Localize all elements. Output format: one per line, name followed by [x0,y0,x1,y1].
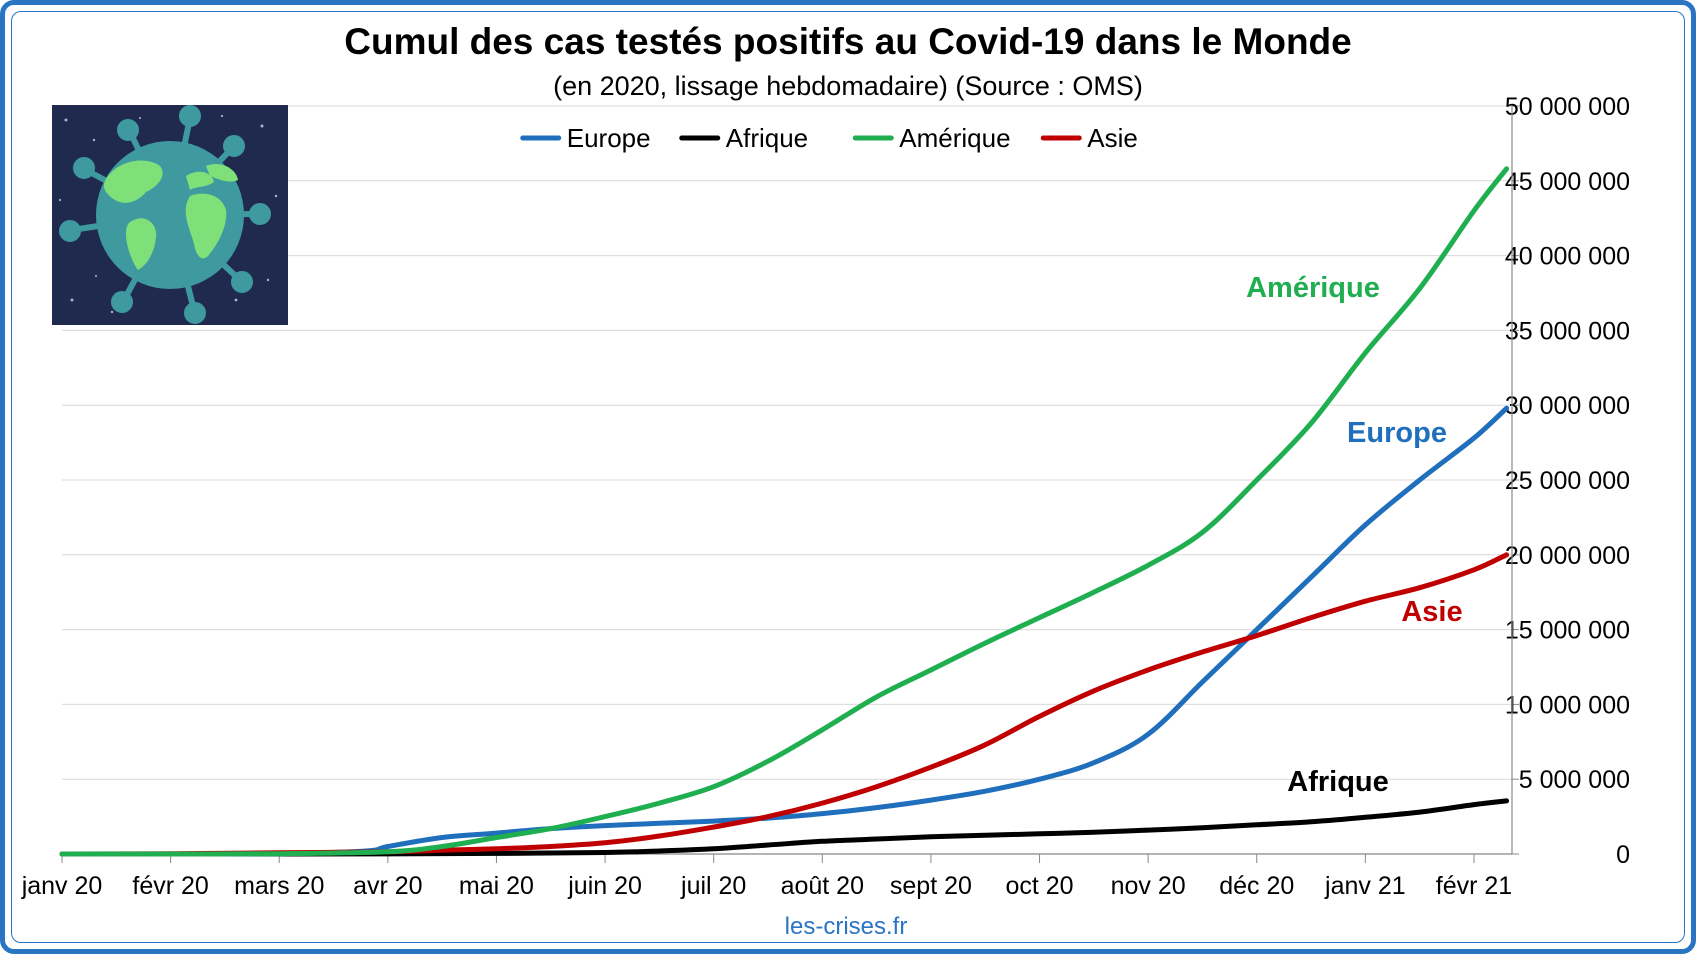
y-tick-label: 40 000 000 [1505,243,1630,271]
series-group [59,166,1510,857]
x-tick-label: sept 20 [890,872,972,900]
x-tick-label: oct 20 [1005,872,1073,900]
x-tick-label: déc 20 [1219,872,1294,900]
label-europe: Europe [1347,417,1447,449]
x-tick-label: août 20 [781,872,864,900]
legend-label-afrique: Afrique [726,123,808,153]
y-tick-label: 45 000 000 [1505,168,1630,196]
x-tick-label: mai 20 [459,872,534,900]
x-tick-label: juil 20 [680,872,746,900]
x-tick-label: avr 20 [353,872,422,900]
series-line-europe [59,405,1510,857]
x-tick-label: nov 20 [1111,872,1186,900]
series-line-afrique [59,798,1510,857]
legend-label-europe: Europe [567,123,651,153]
globe-virus-illustration [52,105,288,325]
y-tick-label: 35 000 000 [1505,317,1630,345]
grid-lines [62,105,1512,855]
legend-label-amerique: Amérique [899,123,1010,153]
label-amerique: Amérique [1246,272,1380,304]
y-tick-label: 0 [1616,841,1630,869]
chart-inner-border [11,11,1685,943]
x-tick-label: juin 20 [567,872,642,900]
source-credit: les-crises.fr [785,913,908,940]
y-tick-label: 5 000 000 [1519,766,1630,794]
y-tick-label: 15 000 000 [1505,617,1630,645]
label-afrique: Afrique [1287,766,1389,798]
x-tick-label: févr 20 [132,872,208,900]
chart-title: Cumul des cas testés positifs au Covid-1… [344,21,1351,62]
y-axis: 0 5 000 000 10 000 000 15 000 000 20 000 000… [1505,93,1630,869]
y-tick-label: 50 000 000 [1505,93,1630,121]
legend-label-asie: Asie [1087,123,1138,153]
label-asie: Asie [1401,596,1462,628]
x-tick-label: janv 20 [21,872,103,900]
x-tick-label: janv 21 [1324,872,1406,900]
series-line-amerique [59,166,1510,857]
x-axis: janv 20 févr 20 mars 20 avr 20 mai 20 juin 20… [21,853,1512,900]
x-tick-label: mars 20 [234,872,324,900]
chart-subtitle: (en 2020, lissage hebdomadaire) (Source … [553,71,1143,101]
y-tick-label: 10 000 000 [1505,691,1630,719]
y-tick-label: 30 000 000 [1505,392,1630,420]
legend: Europe Afrique Amérique Asie [520,123,1138,153]
y-tick-label: 20 000 000 [1505,542,1630,570]
y-tick-label: 25 000 000 [1505,467,1630,495]
x-tick-label: févr 21 [1436,872,1512,900]
